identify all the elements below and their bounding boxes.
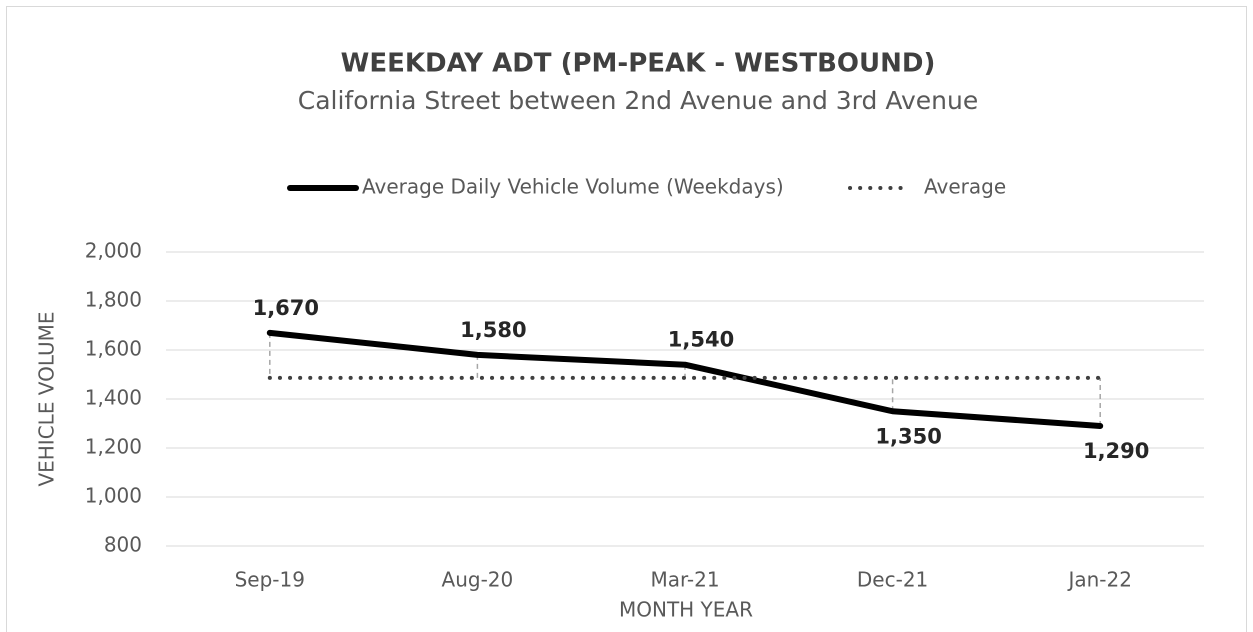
y-tick-label: 1,800 [85, 288, 142, 312]
y-axis-title: VEHICLE VOLUME [35, 311, 59, 486]
series-line [266, 329, 1104, 429]
chart-border [6, 6, 1247, 632]
data-label: 1,540 [668, 328, 734, 352]
data-label: 1,580 [460, 318, 526, 342]
data-label: 1,670 [253, 296, 319, 320]
x-tick-label: Jan-22 [1066, 568, 1132, 592]
y-tick-label: 800 [104, 533, 142, 557]
legend-label: Average [924, 175, 1006, 199]
data-label: 1,290 [1083, 439, 1149, 463]
chart-subtitle: California Street between 2nd Avenue and… [298, 86, 978, 115]
data-label: 1,350 [875, 424, 941, 448]
y-tick-label: 1,400 [85, 386, 142, 410]
x-tick-label: Dec-21 [857, 568, 928, 592]
legend-label: Average Daily Vehicle Volume (Weekdays) [362, 175, 784, 199]
x-axis-title: MONTH YEAR [619, 598, 753, 622]
x-tick-label: Sep-19 [235, 568, 305, 592]
y-tick-label: 1,600 [85, 337, 142, 361]
x-tick-label: Mar-21 [650, 568, 719, 592]
y-tick-label: 1,200 [85, 435, 142, 459]
y-tick-label: 2,000 [85, 239, 142, 263]
chart-title: WEEKDAY ADT (PM-PEAK - WESTBOUND) [341, 49, 936, 79]
y-tick-label: 1,000 [85, 484, 142, 508]
x-tick-label: Aug-20 [442, 568, 514, 592]
